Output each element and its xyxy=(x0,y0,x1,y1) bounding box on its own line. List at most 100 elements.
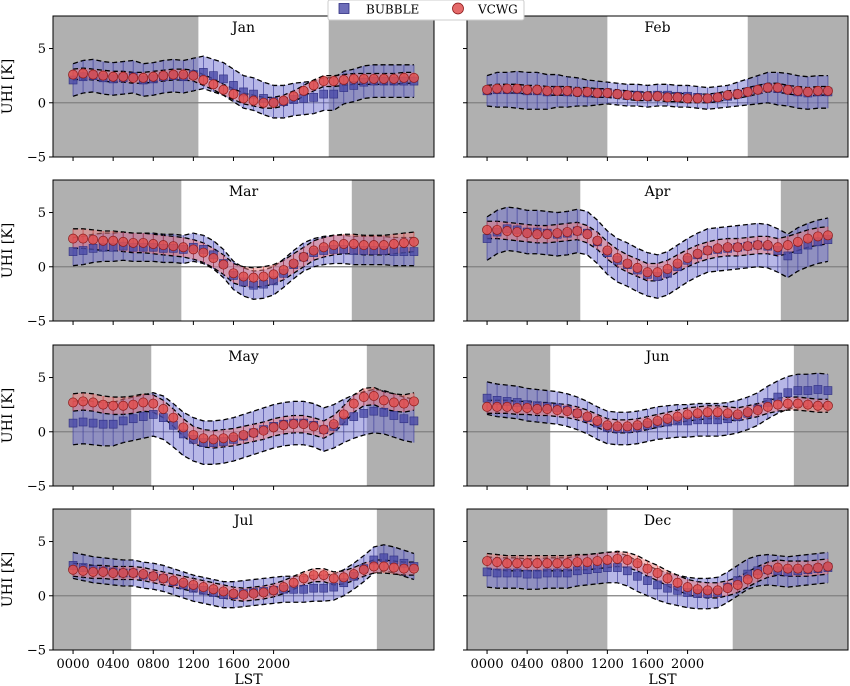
vcwg-marker xyxy=(328,76,339,87)
vcwg-marker xyxy=(592,235,603,246)
vcwg-marker xyxy=(268,585,279,596)
vcwg-marker xyxy=(318,242,329,253)
vcwg-marker xyxy=(662,263,673,274)
vcwg-marker xyxy=(78,565,89,576)
bubble-marker xyxy=(399,247,409,256)
bubble-marker xyxy=(379,407,389,417)
vcwg-marker xyxy=(108,235,119,246)
vcwg-marker xyxy=(522,558,533,569)
bubble-marker xyxy=(138,412,148,421)
y-tick-label: 0 xyxy=(38,260,46,275)
vcwg-marker xyxy=(208,79,219,90)
bubble-marker xyxy=(148,410,158,419)
y-axis-label: UHI [K] xyxy=(0,223,16,278)
vcwg-marker xyxy=(388,73,399,84)
vcwg-marker xyxy=(782,398,793,409)
bubble-marker xyxy=(532,569,542,579)
vcwg-marker xyxy=(592,415,603,426)
vcwg-marker xyxy=(672,258,683,269)
bubble-marker xyxy=(219,74,228,84)
vcwg-marker xyxy=(398,237,409,248)
x-tick-label: 0000 xyxy=(57,657,90,672)
vcwg-marker xyxy=(692,248,703,259)
vcwg-marker xyxy=(712,243,723,254)
vcwg-marker xyxy=(328,573,339,584)
panel-jan: Jan −5 0 5 UHI [K] xyxy=(0,15,435,166)
bubble-marker xyxy=(482,567,492,577)
vcwg-marker xyxy=(502,226,513,236)
panel-feb: Feb xyxy=(463,15,849,161)
legend-vcwg-marker xyxy=(452,2,464,15)
vcwg-marker xyxy=(228,89,239,100)
y-tick-label: 5 xyxy=(38,206,46,221)
bubble-marker xyxy=(349,412,359,421)
vcwg-marker xyxy=(672,92,683,103)
vcwg-marker xyxy=(228,268,239,279)
vcwg-marker xyxy=(492,557,503,568)
panel-frame xyxy=(52,179,435,322)
vcwg-marker xyxy=(128,399,139,410)
vcwg-marker xyxy=(772,562,783,573)
vcwg-marker xyxy=(378,73,389,84)
vcwg-marker xyxy=(722,408,733,419)
vcwg-marker xyxy=(178,69,189,80)
y-tick-label: −5 xyxy=(27,644,46,659)
vcwg-marker xyxy=(742,407,753,418)
bubble-marker xyxy=(813,385,823,394)
bubble-lower-bound xyxy=(72,259,414,300)
legend-bubble-label: BUBBLE xyxy=(366,3,419,17)
vcwg-marker xyxy=(198,247,209,258)
bubble-marker xyxy=(823,386,833,395)
legend-frame xyxy=(327,0,525,21)
bubble-marker xyxy=(68,247,78,256)
vcwg-marker xyxy=(218,586,229,597)
vcwg-upper-bound xyxy=(72,386,415,432)
bubble-marker xyxy=(552,568,562,578)
vcwg-marker xyxy=(622,555,633,565)
panel-may: May −5 0 5 UHI [K] xyxy=(0,344,435,495)
x-tick-label: 1200 xyxy=(591,657,624,672)
x-tick-label: 1600 xyxy=(631,657,664,672)
vcwg-marker xyxy=(98,235,109,246)
bubble-marker xyxy=(409,416,419,426)
panel-plot-area xyxy=(467,16,848,157)
vcwg-marker xyxy=(802,399,813,410)
vcwg-marker xyxy=(318,570,329,581)
vcwg-marker xyxy=(308,570,319,581)
vcwg-marker xyxy=(248,588,259,599)
x-tick-label: 1200 xyxy=(177,657,210,672)
bubble-marker xyxy=(309,93,318,102)
panel-plot-area xyxy=(53,16,434,157)
vcwg-marker xyxy=(278,265,289,275)
x-tick-label: 2000 xyxy=(671,657,704,672)
bubble-marker xyxy=(803,386,813,395)
vcwg-marker xyxy=(532,558,543,569)
vcwg-marker xyxy=(782,84,793,95)
panel-jun: Jun xyxy=(463,344,849,490)
bubble-marker xyxy=(98,419,108,429)
bubble-marker xyxy=(319,583,329,593)
bubble-marker xyxy=(399,414,409,424)
bubble-marker xyxy=(68,418,78,428)
vcwg-marker xyxy=(128,568,139,578)
vcwg-marker xyxy=(762,82,773,93)
vcwg-marker xyxy=(712,407,723,418)
vcwg-marker xyxy=(278,95,289,106)
vcwg-marker xyxy=(228,432,239,443)
bubble-marker xyxy=(389,411,399,420)
vcwg-marker xyxy=(348,398,359,409)
vcwg-marker xyxy=(188,244,199,255)
vcwg-marker xyxy=(542,404,553,414)
vcwg-marker xyxy=(98,399,109,410)
bubble-marker xyxy=(88,244,98,253)
vcwg-marker xyxy=(328,240,339,251)
vcwg-marker xyxy=(298,573,309,584)
vcwg-marker xyxy=(178,577,189,588)
vcwg-marker xyxy=(218,84,229,95)
vcwg-marker xyxy=(268,97,279,108)
vcwg-marker xyxy=(398,72,409,83)
vcwg-marker xyxy=(522,228,533,239)
bubble-upper-bound xyxy=(72,544,415,583)
bubble-marker xyxy=(158,413,168,422)
vcwg-marker xyxy=(542,85,553,96)
